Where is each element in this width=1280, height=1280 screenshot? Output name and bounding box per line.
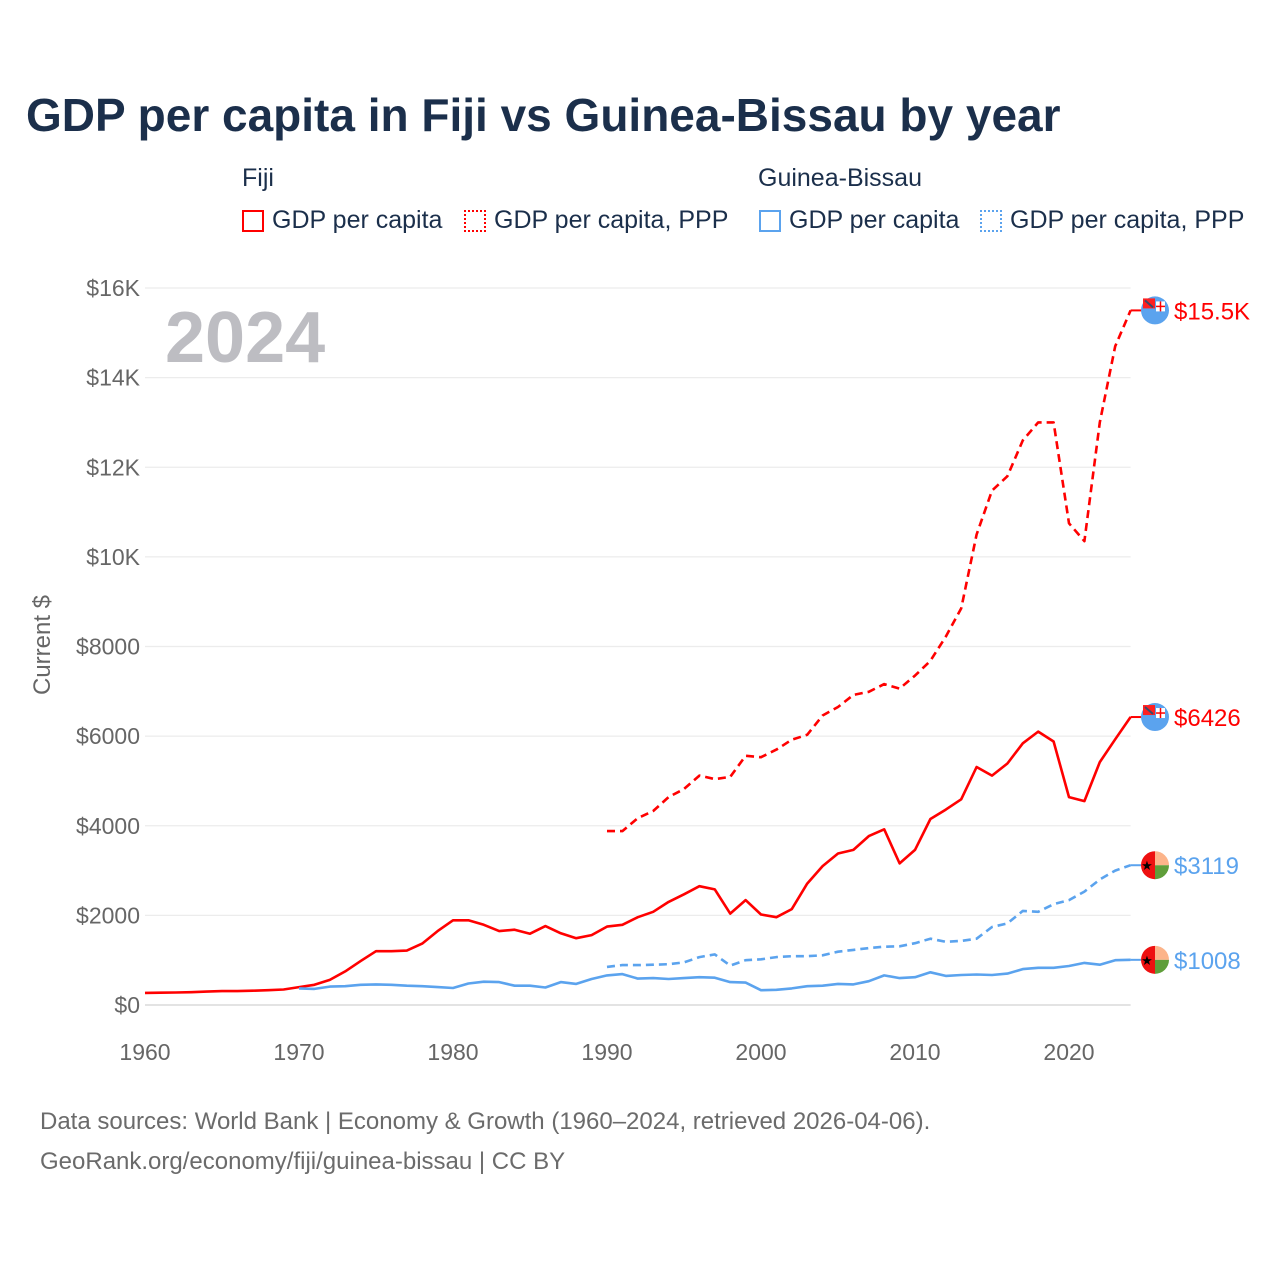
x-tick-label: 1980 xyxy=(427,1039,478,1065)
x-tick-label: 2010 xyxy=(889,1039,940,1065)
legend-swatch-dotted-red xyxy=(464,209,486,232)
legend-label: GDP per capita xyxy=(789,206,960,234)
x-tick-label: 2000 xyxy=(735,1039,786,1065)
series-line-1 xyxy=(607,309,1132,833)
series-line-0 xyxy=(144,716,1132,995)
y-tick-label: $14K xyxy=(86,365,140,391)
y-tick-label: $6000 xyxy=(76,723,140,749)
x-tick-label: 1960 xyxy=(119,1039,170,1065)
y-tick-label: $10K xyxy=(86,544,140,570)
guinea-bissau-flag-icon: ★ xyxy=(1141,851,1169,880)
y-tick-label: $12K xyxy=(86,454,140,480)
legend-swatch-solid-blue xyxy=(759,209,781,232)
guinea-bissau-flag-icon: ★ xyxy=(1141,945,1169,974)
y-tick-label: $2000 xyxy=(76,902,140,928)
end-value-label: $3119 xyxy=(1174,853,1239,880)
series-line-2 xyxy=(298,958,1131,992)
x-tick-label: 2020 xyxy=(1043,1039,1094,1065)
y-tick-label: $16K xyxy=(86,275,140,301)
legend-label: GDP per capita xyxy=(272,206,443,234)
svg-text:★: ★ xyxy=(1141,858,1153,873)
legend-swatch-solid-red xyxy=(242,209,264,232)
legend-label: GDP per capita, PPP xyxy=(494,206,729,234)
legend-fiji-gdp[interactable]: GDP per capita xyxy=(242,206,442,235)
y-tick-label: $8000 xyxy=(76,634,140,660)
svg-text:★: ★ xyxy=(1141,953,1153,968)
end-value-label: $6426 xyxy=(1174,705,1241,732)
legend-group-fiji: Fiji xyxy=(242,164,274,192)
series-line-3 xyxy=(606,863,1132,969)
legend-swatch-dotted-blue xyxy=(980,209,1002,232)
footer-link[interactable]: GeoRank.org/economy/fiji/guinea-bissau |… xyxy=(40,1148,566,1175)
legend-fiji-gdp-ppp[interactable]: GDP per capita, PPP xyxy=(464,206,728,235)
legend-gb-gdp-ppp[interactable]: GDP per capita, PPP xyxy=(980,206,1244,235)
legend-gb-gdp[interactable]: GDP per capita xyxy=(759,206,959,235)
x-tick-label: 1990 xyxy=(581,1039,632,1065)
end-value-label: $1008 xyxy=(1174,948,1241,975)
legend-group-guinea-bissau: Guinea-Bissau xyxy=(758,164,922,192)
y-axis-label: Current $ xyxy=(29,595,56,695)
y-tick-label: $4000 xyxy=(76,813,140,839)
year-label: 2024 xyxy=(165,298,325,378)
x-tick-label: 1970 xyxy=(273,1039,324,1065)
fiji-flag-icon xyxy=(1141,296,1169,325)
fiji-flag-icon xyxy=(1141,703,1169,732)
footer-sources: Data sources: World Bank | Economy & Gro… xyxy=(40,1108,931,1135)
end-value-label: $15.5K xyxy=(1174,298,1250,325)
legend-label: GDP per capita, PPP xyxy=(1010,206,1245,234)
chart-title: GDP per capita in Fiji vs Guinea-Bissau … xyxy=(26,89,1061,141)
y-tick-label: $0 xyxy=(114,992,140,1018)
